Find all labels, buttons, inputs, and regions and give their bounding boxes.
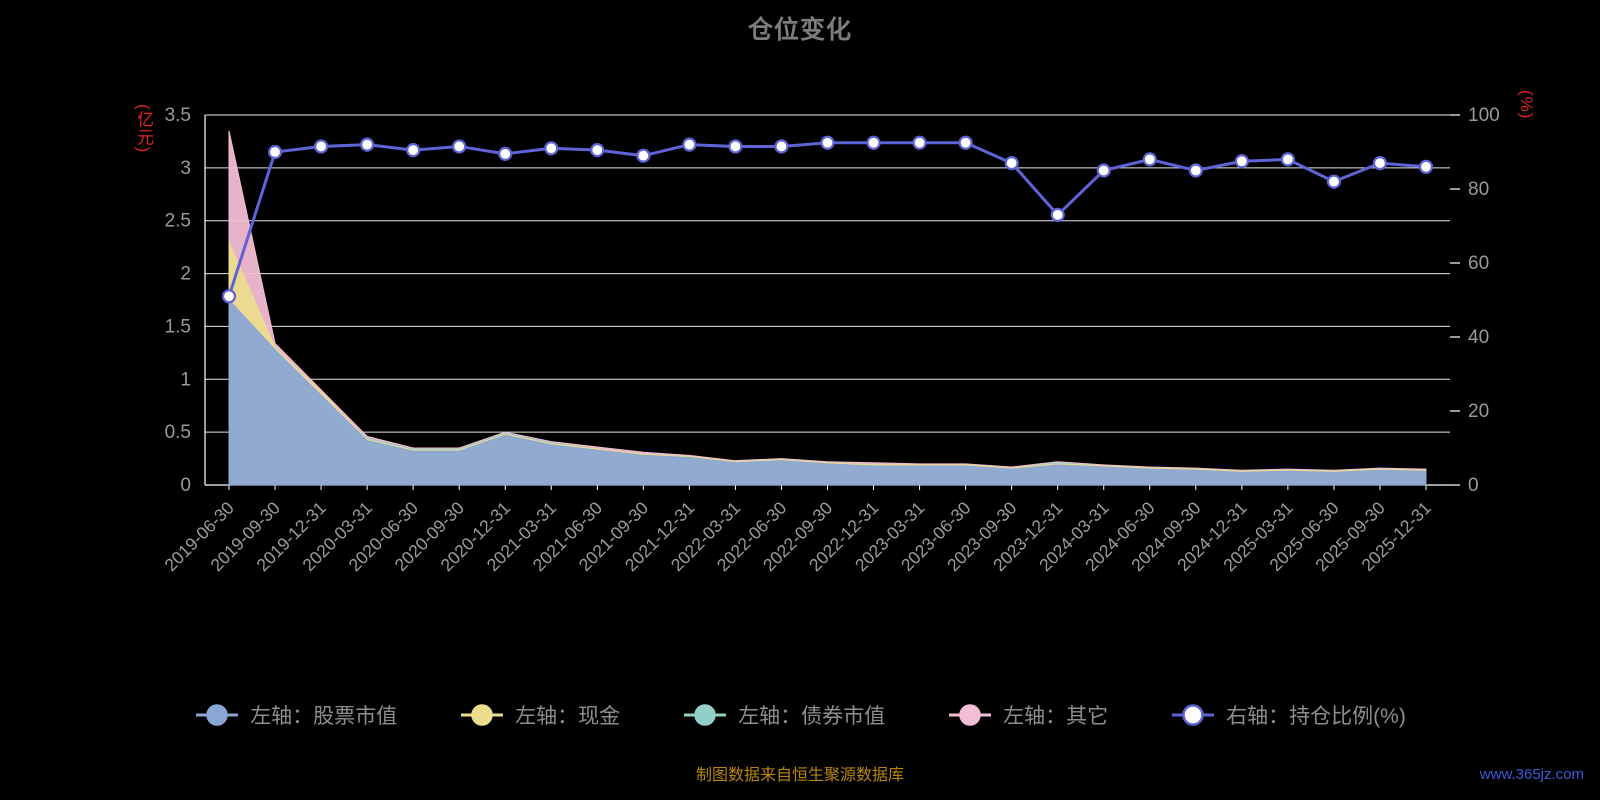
ratio-point[interactable] — [682, 137, 697, 152]
legend-marker-icon — [949, 704, 992, 726]
caption: 制图数据来自恒生聚源数据库 — [695, 767, 904, 784]
legend-item[interactable]: 左轴：债券市值 — [682, 700, 885, 730]
left-tick-label: 3 — [180, 158, 191, 179]
legend-marker-icon — [461, 704, 504, 726]
legend-item[interactable]: 左轴：股票市值 — [194, 700, 397, 730]
right-tick-label: 100 — [1468, 105, 1500, 126]
left-tick-label: 1 — [180, 369, 191, 390]
right-axis-title: (%) — [1517, 90, 1536, 120]
legend-item-label: 左轴：债券市值 — [738, 705, 886, 728]
legend-item[interactable]: 左轴：其它 — [947, 700, 1108, 730]
ratio-point[interactable] — [221, 289, 237, 304]
legend-marker-icon — [196, 704, 239, 726]
ratio-point[interactable] — [313, 139, 329, 154]
ratio-point[interactable] — [1188, 163, 1203, 178]
chart-svg: 00.511.522.533.50204060801002019-06-3020… — [160, 105, 1500, 575]
ratio-point[interactable] — [590, 143, 605, 158]
right-tick-label: 80 — [1468, 179, 1489, 200]
left-tick-label: 0 — [180, 475, 191, 496]
left-tick-label: 3.5 — [165, 105, 191, 126]
ratio-point[interactable] — [1372, 156, 1388, 171]
right-tick-label: 0 — [1468, 475, 1479, 496]
legend-item-label: 左轴：股票市值 — [250, 705, 398, 728]
legend-item-label: 右轴：持仓比例(%) — [1226, 705, 1406, 728]
right-tick-label: 40 — [1468, 327, 1489, 348]
ratio-point[interactable] — [636, 148, 651, 163]
ratio-point[interactable] — [544, 141, 559, 156]
ratio-point[interactable] — [1004, 156, 1019, 171]
ratio-point[interactable] — [866, 135, 881, 150]
ratio-point[interactable] — [774, 139, 789, 154]
ratio-point[interactable] — [1050, 207, 1065, 222]
ratio-point[interactable] — [267, 144, 283, 160]
left-tick-label: 1.5 — [165, 316, 191, 337]
ratio-point[interactable] — [452, 139, 467, 154]
right-tick-label: 20 — [1468, 401, 1489, 422]
legend: 左轴：股票市值 左轴：现金 左轴：债券市值 左轴：其它 右轴：持仓比例(%) — [0, 700, 1600, 730]
ratio-point[interactable] — [1326, 174, 1342, 189]
ratio-point[interactable] — [728, 139, 743, 154]
legend-marker-icon — [1172, 704, 1215, 726]
watermark: www.365jz.com — [1479, 766, 1584, 783]
page-title: 仓位变化 — [747, 16, 852, 44]
ratio-point[interactable] — [360, 137, 375, 152]
legend-item-label: 左轴：现金 — [515, 705, 621, 728]
ratio-point[interactable] — [912, 135, 927, 150]
right-tick-label: 60 — [1468, 253, 1489, 274]
ratio-point[interactable] — [1096, 163, 1111, 178]
ratio-point[interactable] — [498, 146, 513, 161]
left-tick-label: 0.5 — [165, 422, 191, 443]
left-tick-label: 2.5 — [165, 211, 191, 232]
ratio-point[interactable] — [406, 143, 421, 158]
ratio-point[interactable] — [1280, 152, 1295, 167]
legend-marker-icon — [684, 704, 727, 726]
ratio-point[interactable] — [1418, 159, 1434, 174]
left-axis-title: (亿元) — [134, 104, 153, 154]
area-series — [228, 298, 1427, 486]
legend-item-label: 左轴：其它 — [1003, 705, 1109, 728]
left-tick-label: 2 — [180, 264, 191, 285]
ratio-point[interactable] — [1142, 152, 1157, 167]
ratio-point[interactable] — [1234, 154, 1249, 169]
ratio-point[interactable] — [958, 135, 973, 150]
legend-item[interactable]: 左轴：现金 — [459, 700, 620, 730]
legend-item[interactable]: 右轴：持仓比例(%) — [1170, 700, 1406, 730]
ratio-point[interactable] — [820, 135, 835, 150]
